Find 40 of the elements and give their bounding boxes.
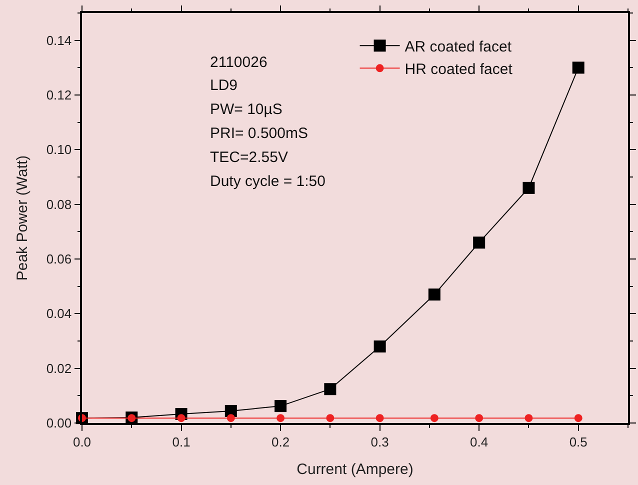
x-tick-label: 0.5 (569, 434, 588, 450)
x-axis-title: Current (Ampere) (296, 460, 414, 478)
legend-label: AR coated facet (404, 38, 512, 56)
point (574, 414, 582, 422)
point (428, 288, 440, 301)
point (274, 400, 287, 412)
y-tick-label: 0.00 (46, 416, 72, 431)
point (324, 383, 336, 396)
point (177, 414, 186, 422)
point (430, 414, 438, 422)
point (374, 340, 386, 352)
point (376, 414, 384, 422)
point (572, 62, 584, 74)
y-tick-label: 0.02 (46, 360, 72, 376)
point (276, 414, 285, 422)
y-axis-title: Peak Power (Watt) (14, 155, 32, 281)
y-tick-label: 0.14 (46, 32, 72, 48)
point (524, 414, 533, 422)
annotation: PW= 10µS (210, 101, 282, 118)
annotation: TEC=2.55V (210, 149, 288, 166)
legend-label: HR coated facet (404, 61, 514, 78)
x-tick-label: 0.4 (470, 434, 488, 450)
x-tick-label: 0.0 (72, 434, 92, 450)
x-tick-label: 0.2 (272, 434, 290, 450)
x-tick-label: 0.1 (172, 434, 190, 450)
x-tick-label: 0.3 (370, 434, 389, 450)
point (522, 182, 535, 194)
annotation: 2110026 (210, 54, 268, 71)
point (226, 414, 235, 422)
point (475, 414, 484, 422)
annotation: PRI= 0.500mS (210, 125, 308, 142)
y-tick-label: 0.10 (46, 142, 72, 158)
y-tick-label: 0.12 (46, 88, 72, 103)
y-tick-label: 0.08 (46, 196, 72, 212)
y-tick-label: 0.06 (46, 252, 72, 267)
y-tick-label: 0.04 (46, 306, 72, 322)
annotation: Duty cycle = 1:50 (210, 173, 326, 190)
point (473, 236, 486, 249)
point (326, 414, 334, 422)
annotation: LD9 (210, 77, 238, 94)
